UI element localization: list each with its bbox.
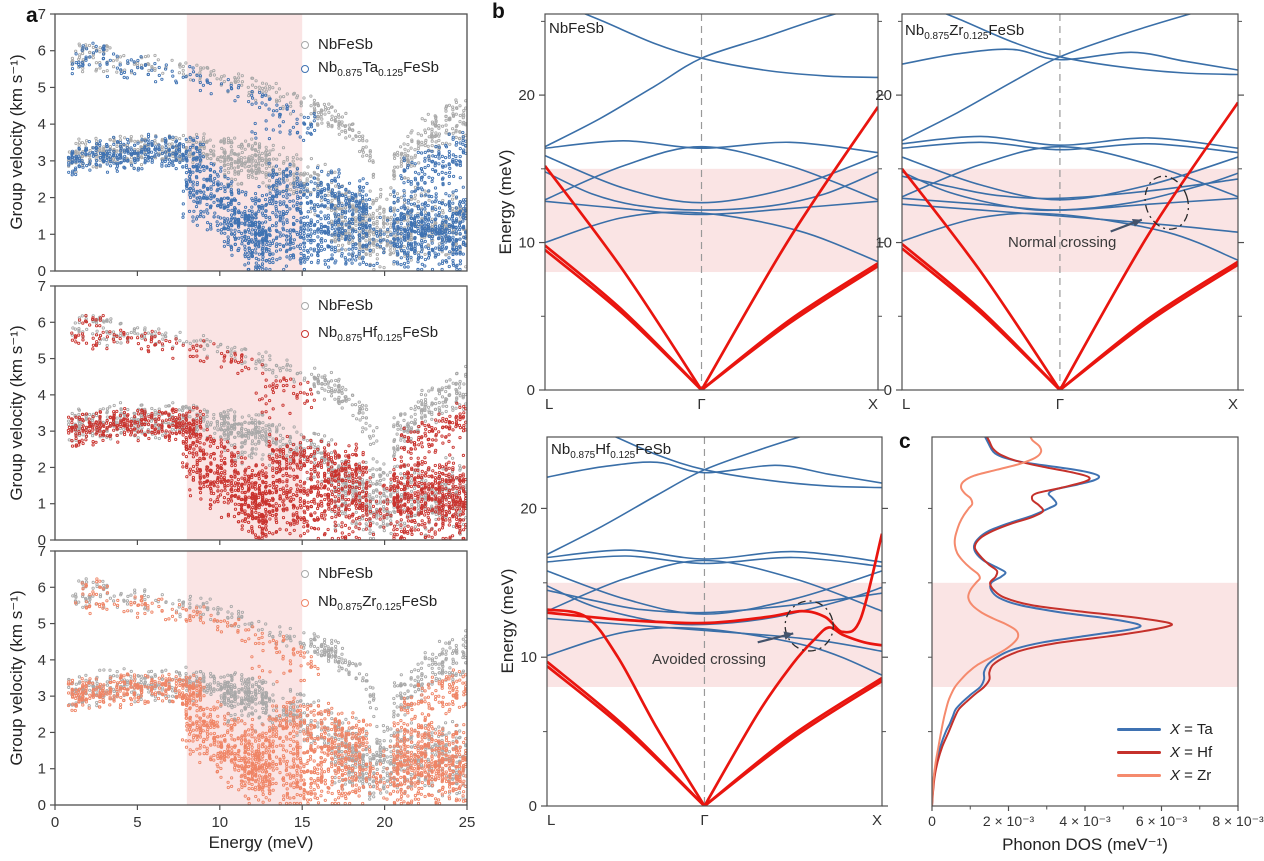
b1-y-axis-label: Energy (meV) [496, 149, 515, 255]
svg-text:1: 1 [38, 226, 46, 243]
a2-points-1 [66, 314, 467, 540]
a3-points-1 [66, 577, 467, 805]
a2-legend-item-nbfesb: NbFeSb [301, 297, 373, 314]
dos-curve-0 [932, 437, 1142, 806]
svg-text:0: 0 [38, 263, 46, 280]
svg-text:4: 4 [38, 116, 46, 133]
c-legend-line-ta [1117, 728, 1161, 731]
a1-legend-item-nbfesb: NbFeSb [301, 36, 373, 53]
a1-y-axis-label: Group velocity (km s⁻¹) [7, 54, 26, 230]
dos-curve-2 [932, 437, 1043, 806]
a2-legend-label-hf: Nb0.875Hf0.125FeSb [318, 324, 439, 344]
b2-title: Nb0.875Zr0.125FeSb [905, 22, 1025, 42]
c-legend-label-hf: X = Hf [1170, 744, 1213, 761]
a3-legend-item-nbfesb: NbFeSb [301, 565, 373, 582]
b1-title: NbFeSb [549, 20, 605, 37]
a3-legend-marker-nbfesb [301, 569, 309, 578]
svg-text:5: 5 [38, 79, 46, 96]
a2-legend-item-hf: Nb0.875Hf0.125FeSb [301, 324, 438, 344]
c-legend-line-zr [1117, 774, 1161, 777]
a1-legend-label-ta: Nb0.875Ta0.125FeSb [318, 59, 439, 79]
c-legend-label-zr: X = Zr [1170, 767, 1212, 784]
a1-legend-marker-nbfesb [301, 40, 309, 49]
c-legend-item-ta: X = Ta [1117, 721, 1213, 738]
a1-legend-item-ta: Nb0.875Ta0.125FeSb [301, 59, 439, 79]
a3-legend-label-zr: Nb0.875Zr0.125FeSb [318, 593, 438, 613]
a2-legend-label-nbfesb: NbFeSb [318, 297, 374, 314]
panel-a1: 0 1 2 3 4 5 6 7 [38, 6, 468, 280]
a1-legend-label-nbfesb: NbFeSb [318, 36, 374, 53]
a2-legend-marker-nbfesb [301, 301, 309, 310]
b3-y-axis-label: Energy (meV) [498, 568, 517, 674]
a2-y-axis-label: Group velocity (km s⁻¹) [7, 325, 26, 501]
a2-legend-marker-hf [301, 330, 309, 338]
c-x-axis-label: Phonon DOS (meV⁻¹) [1002, 835, 1168, 854]
b3-title: Nb0.875Hf0.125FeSb [551, 441, 672, 461]
a3-y-axis-label: Group velocity (km s⁻¹) [7, 590, 26, 766]
c-legend-item-zr: X = Zr [1117, 767, 1211, 784]
dos-curve-1 [932, 437, 1173, 806]
a3-legend-item-zr: Nb0.875Zr0.125FeSb [301, 593, 437, 613]
c-legend-item-hf: X = Hf [1117, 744, 1212, 761]
panel-label-a: a [26, 4, 38, 27]
a1-legend-marker-ta [301, 65, 309, 73]
svg-text:7: 7 [38, 6, 46, 23]
normal-crossing-annotation: Normal crossing [1008, 234, 1117, 251]
svg-text:3: 3 [38, 153, 46, 170]
a-x-axis-label: Energy (meV) [208, 833, 314, 852]
svg-text:6: 6 [38, 43, 46, 60]
c-legend-label-ta: X = Ta [1170, 721, 1213, 738]
panel-label-c: c [899, 430, 911, 453]
svg-text:2: 2 [38, 190, 46, 207]
avoided-crossing-annotation: Avoided crossing [652, 651, 766, 668]
a1-points-1 [66, 41, 467, 271]
a3-legend-marker-zr [301, 599, 309, 607]
c-legend-line-hf [1117, 751, 1161, 754]
panel-label-b: b [492, 0, 505, 23]
a3-legend-label-nbfesb: NbFeSb [318, 565, 374, 582]
